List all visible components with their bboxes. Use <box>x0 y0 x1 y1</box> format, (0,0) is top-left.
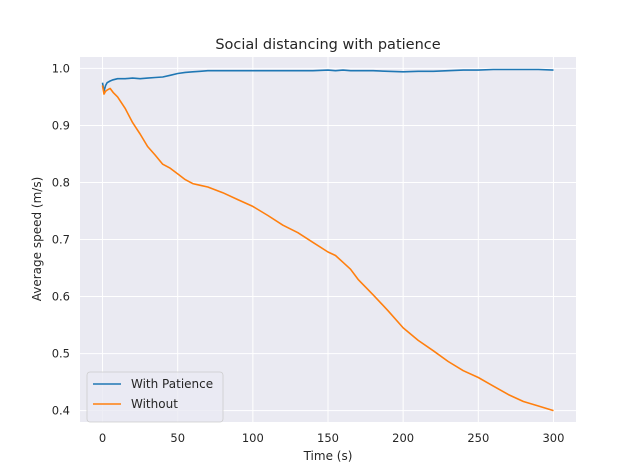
y-tick-label: 0.9 <box>52 118 70 132</box>
x-tick-label: 150 <box>317 431 339 445</box>
tick-labels: 0 50 100 150 200 250 300 0.4 0.5 0.6 0.7 0.8 0.9 1.0 <box>52 61 565 445</box>
y-axis-label: Average speed (m/s) <box>30 177 44 302</box>
series-line-1 <box>101 68 554 92</box>
y-tick-label: 0.7 <box>52 233 70 247</box>
legend-label: With Patience <box>131 377 213 391</box>
x-tick-label: 300 <box>542 431 564 445</box>
x-tick-label: 100 <box>242 431 264 445</box>
series-line-2 <box>101 85 554 412</box>
legend-label: Without <box>131 397 178 411</box>
y-tick-label: 0.4 <box>52 404 70 418</box>
x-tick-label: 250 <box>467 431 489 445</box>
plot-area: With Patience Without <box>80 57 576 423</box>
legend: With Patience Without <box>86 371 224 423</box>
x-tick-label: 200 <box>392 431 414 445</box>
chart-title: Social distancing with patience <box>215 37 440 53</box>
x-tick-label: 50 <box>170 431 185 445</box>
x-tick-label: 0 <box>99 431 106 445</box>
y-tick-label: 0.6 <box>52 290 70 304</box>
y-tick-label: 0.5 <box>52 347 70 361</box>
y-tick-label: 1.0 <box>52 61 70 75</box>
series-lines <box>101 68 554 412</box>
x-axis-label: Time (s) <box>303 449 353 463</box>
y-tick-label: 0.8 <box>52 175 70 189</box>
